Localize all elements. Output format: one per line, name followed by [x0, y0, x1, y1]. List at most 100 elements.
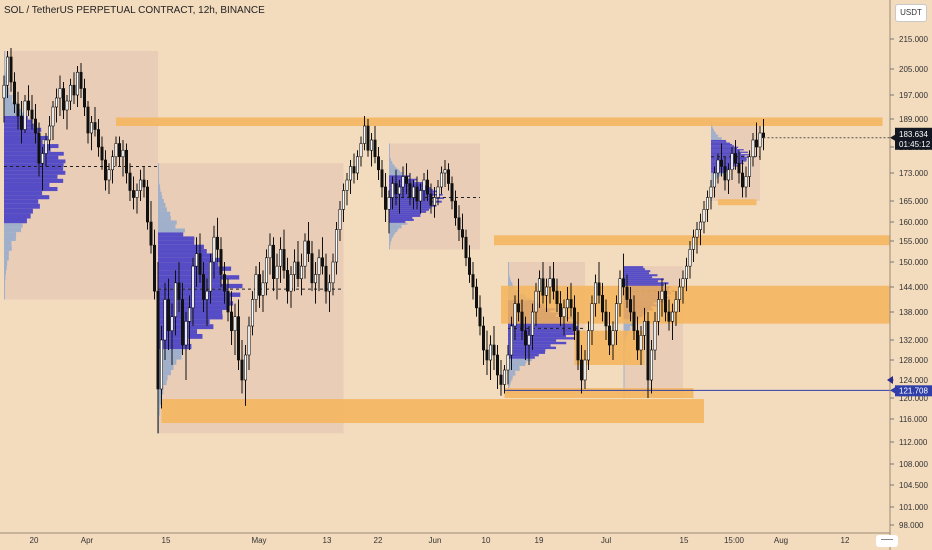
candle: [338, 201, 342, 241]
candle-body: [481, 325, 485, 351]
candle: [516, 278, 520, 322]
candle-body: [345, 179, 349, 191]
candle: [230, 291, 234, 345]
candle: [244, 345, 248, 406]
volume-profile-bar: [711, 156, 750, 158]
candle-body: [677, 286, 681, 300]
candle: [156, 262, 160, 434]
candle: [254, 266, 258, 312]
candle-body: [257, 274, 261, 296]
candle-body: [313, 274, 317, 284]
candle: [226, 278, 230, 322]
candle: [751, 133, 755, 167]
candle: [362, 116, 366, 151]
candle-body: [139, 179, 143, 191]
candle-body: [264, 257, 268, 284]
candle-body: [537, 278, 541, 292]
candle: [586, 321, 590, 370]
volume-profile-bar: [508, 351, 546, 354]
volume-profile-bar: [623, 380, 625, 383]
candle: [317, 249, 321, 292]
candle-body: [216, 236, 220, 250]
candle: [334, 222, 338, 275]
volume-profile-bar: [4, 102, 17, 106]
candle-body: [338, 209, 342, 230]
candle-body: [691, 236, 695, 250]
volume-profile-bar: [623, 328, 631, 331]
volume-profile-bar: [158, 410, 160, 416]
price-tick-label: 160.000: [899, 218, 928, 227]
volume-profile-bar: [711, 160, 747, 162]
candle: [530, 303, 534, 350]
candle: [97, 119, 101, 157]
volume-profile-bar: [158, 173, 159, 178]
candle: [188, 295, 192, 350]
candle-body: [590, 303, 594, 331]
candle-body: [667, 311, 671, 322]
candle: [376, 147, 380, 180]
candle-body: [411, 186, 415, 198]
candle: [397, 180, 401, 214]
candle-body: [373, 139, 377, 158]
price-tick-label: 120.000: [899, 394, 928, 403]
volume-profile-bar: [508, 384, 510, 387]
candle: [562, 299, 566, 336]
volume-profile-bar: [623, 266, 644, 269]
volume-profile-bar: [158, 232, 184, 237]
volume-profile-bar: [711, 134, 719, 136]
volume-profile-bar: [508, 323, 574, 326]
volume-profile-bar: [623, 282, 669, 285]
candle-body: [2, 84, 6, 99]
candle: [551, 262, 555, 300]
price-tick-label: 197.000: [899, 91, 928, 100]
candle-body: [271, 244, 275, 279]
candle-body: [93, 122, 97, 130]
candle: [681, 270, 685, 304]
candle-body: [268, 244, 272, 259]
candle-body: [359, 143, 363, 158]
candle: [177, 262, 181, 312]
candle-body: [61, 88, 65, 111]
volume-profile-bar: [4, 135, 51, 140]
volume-profile-bar: [4, 98, 13, 102]
volume-profile-bar: [711, 137, 722, 139]
candle-body: [383, 186, 387, 210]
candle: [572, 295, 576, 340]
candle: [348, 160, 352, 194]
candle: [691, 229, 695, 262]
candle-body: [492, 344, 496, 356]
volume-profile-bar: [389, 237, 392, 240]
candle: [744, 166, 748, 198]
candle-body: [121, 149, 125, 158]
volume-profile-bar: [508, 363, 526, 366]
price-tick-label: 165.000: [899, 197, 928, 206]
volume-profile-bar: [389, 154, 390, 157]
candle-body: [593, 282, 597, 304]
volume-profile-bar: [158, 301, 234, 306]
currency-unit-button[interactable]: USDT: [895, 4, 927, 22]
candle: [320, 237, 324, 275]
candle: [481, 316, 485, 365]
candle-body: [334, 229, 338, 263]
candle-body: [698, 221, 702, 230]
current-price-label: 183.634: [899, 130, 928, 139]
candle: [569, 282, 573, 317]
candle: [453, 190, 457, 226]
volume-profile-bar: [389, 143, 390, 146]
candle: [216, 217, 220, 262]
candle-body: [408, 183, 412, 198]
candle-body: [716, 159, 720, 174]
candle-body: [674, 299, 678, 313]
candle-body: [625, 286, 629, 300]
volume-profile-bar: [508, 272, 509, 275]
candle-body: [299, 265, 303, 279]
candle-body: [747, 156, 751, 177]
volume-profile-bar: [158, 279, 222, 284]
candle: [292, 249, 296, 292]
candle-body: [306, 240, 310, 254]
volume-profile-bar: [158, 163, 159, 167]
candle-body: [174, 282, 178, 317]
candle-body: [611, 330, 615, 346]
time-axis-settings-icon[interactable]: [876, 535, 898, 547]
